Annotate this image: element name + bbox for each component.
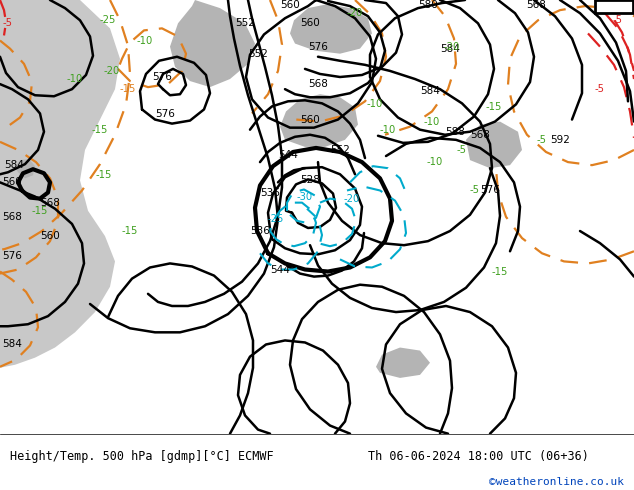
- Text: -5: -5: [613, 15, 623, 25]
- Text: -10: -10: [427, 157, 443, 167]
- Text: 552: 552: [330, 145, 350, 155]
- Text: -10: -10: [367, 99, 383, 109]
- Text: 576: 576: [152, 72, 172, 82]
- Text: 584: 584: [4, 160, 24, 170]
- Text: 536: 536: [250, 226, 270, 236]
- Text: -10: -10: [137, 36, 153, 46]
- Text: -15: -15: [92, 124, 108, 135]
- Text: -15: -15: [492, 267, 508, 276]
- Text: 552: 552: [248, 49, 268, 59]
- Text: 576: 576: [308, 42, 328, 51]
- Text: Height/Temp. 500 hPa [gdmp][°C] ECMWF: Height/Temp. 500 hPa [gdmp][°C] ECMWF: [10, 450, 273, 463]
- Text: -10: -10: [67, 74, 83, 84]
- Text: -20: -20: [104, 66, 120, 76]
- Text: -10: -10: [424, 117, 440, 126]
- Text: 536: 536: [260, 188, 280, 197]
- Text: 552: 552: [235, 18, 255, 28]
- Text: -15: -15: [32, 206, 48, 216]
- Text: 560: 560: [300, 115, 320, 124]
- Text: -20: -20: [444, 42, 460, 51]
- Text: 576: 576: [2, 251, 22, 261]
- Text: 576: 576: [480, 186, 500, 196]
- Text: 560: 560: [280, 0, 300, 10]
- Text: -5: -5: [595, 84, 605, 94]
- Text: -25: -25: [268, 214, 284, 224]
- Text: -5: -5: [470, 186, 480, 196]
- Text: -15: -15: [122, 226, 138, 236]
- Text: -15: -15: [96, 171, 112, 180]
- Text: 588: 588: [445, 127, 465, 137]
- Polygon shape: [15, 159, 35, 178]
- Polygon shape: [280, 94, 358, 147]
- Polygon shape: [170, 0, 255, 87]
- Polygon shape: [290, 4, 372, 54]
- Text: 568: 568: [526, 0, 546, 10]
- Text: -30: -30: [297, 192, 313, 201]
- Polygon shape: [466, 122, 522, 168]
- Text: 544: 544: [278, 150, 298, 160]
- Text: 584: 584: [420, 86, 440, 96]
- Text: -5: -5: [537, 135, 547, 145]
- Text: Th 06-06-2024 18:00 UTC (06+36): Th 06-06-2024 18:00 UTC (06+36): [368, 450, 588, 463]
- Polygon shape: [0, 0, 120, 434]
- Text: 544: 544: [270, 265, 290, 274]
- Text: -5: -5: [3, 18, 13, 28]
- Text: -25: -25: [100, 15, 116, 25]
- Polygon shape: [376, 347, 430, 378]
- Text: 560: 560: [2, 177, 22, 187]
- Text: 592: 592: [550, 135, 570, 145]
- Text: 568: 568: [2, 212, 22, 222]
- Bar: [595, 0, 633, 13]
- Text: 576: 576: [155, 109, 175, 120]
- Text: 568: 568: [40, 197, 60, 208]
- Text: 584: 584: [2, 340, 22, 349]
- Text: 568: 568: [308, 79, 328, 89]
- Text: 560: 560: [40, 231, 60, 241]
- Text: 568: 568: [470, 130, 490, 140]
- Text: -15: -15: [486, 102, 502, 112]
- Text: ©weatheronline.co.uk: ©weatheronline.co.uk: [489, 477, 624, 487]
- Text: -20: -20: [347, 8, 363, 18]
- Text: 528: 528: [300, 175, 320, 185]
- Text: -20: -20: [344, 194, 360, 203]
- Text: 580: 580: [418, 0, 438, 10]
- Text: -10: -10: [380, 124, 396, 135]
- Text: 584: 584: [440, 44, 460, 53]
- Text: 560: 560: [300, 18, 320, 28]
- Text: -15: -15: [120, 84, 136, 94]
- Polygon shape: [0, 0, 45, 140]
- Text: -5: -5: [457, 145, 467, 155]
